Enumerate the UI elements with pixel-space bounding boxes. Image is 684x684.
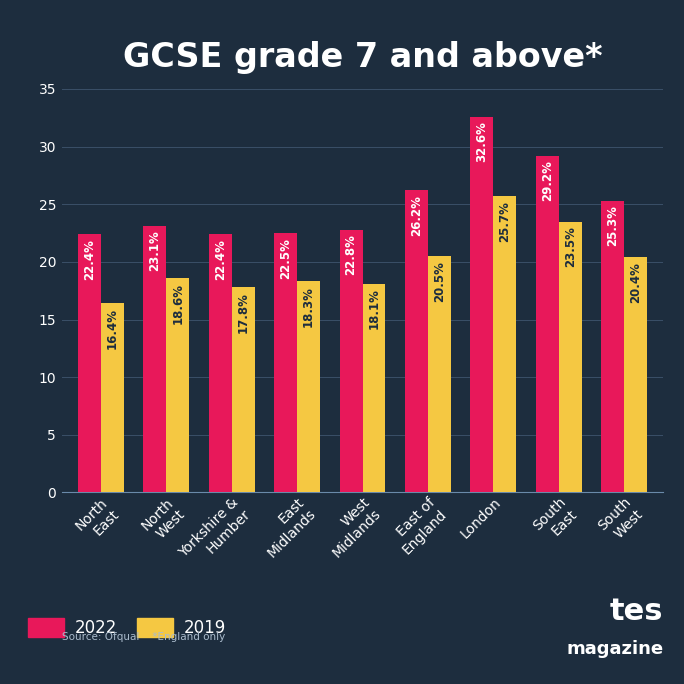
- Bar: [101, 304, 124, 492]
- Text: Source: Ofqual    *England only: Source: Ofqual *England only: [62, 631, 225, 642]
- Text: 23.1%: 23.1%: [148, 231, 161, 272]
- Text: magazine: magazine: [566, 640, 663, 658]
- Text: 20.5%: 20.5%: [433, 261, 446, 302]
- Bar: [559, 222, 581, 492]
- Text: 22.4%: 22.4%: [213, 239, 226, 280]
- Bar: [144, 226, 166, 492]
- Bar: [232, 287, 254, 492]
- Text: 26.2%: 26.2%: [410, 195, 423, 236]
- Bar: [493, 196, 516, 492]
- Text: 22.5%: 22.5%: [279, 237, 292, 278]
- Text: 29.2%: 29.2%: [541, 161, 554, 201]
- Legend: 2022, 2019: 2022, 2019: [28, 618, 226, 637]
- Bar: [363, 284, 385, 492]
- Text: 20.4%: 20.4%: [629, 262, 642, 303]
- Bar: [624, 257, 647, 492]
- Bar: [536, 156, 559, 492]
- Bar: [209, 234, 232, 492]
- Bar: [428, 256, 451, 492]
- Bar: [166, 278, 189, 492]
- Bar: [405, 190, 428, 492]
- Text: 25.3%: 25.3%: [606, 205, 619, 246]
- Text: 25.7%: 25.7%: [499, 201, 512, 241]
- Bar: [297, 282, 320, 492]
- Bar: [78, 234, 101, 492]
- Text: 22.8%: 22.8%: [345, 234, 358, 275]
- Title: GCSE grade 7 and above*: GCSE grade 7 and above*: [122, 40, 603, 74]
- Text: tes: tes: [610, 597, 663, 626]
- Bar: [274, 233, 297, 492]
- Text: 17.8%: 17.8%: [237, 292, 250, 332]
- Bar: [340, 230, 363, 492]
- Text: 16.4%: 16.4%: [106, 308, 119, 349]
- Bar: [471, 116, 493, 492]
- Text: 18.6%: 18.6%: [171, 282, 184, 324]
- Text: 22.4%: 22.4%: [83, 239, 96, 280]
- Text: 18.3%: 18.3%: [302, 286, 315, 327]
- Text: 32.6%: 32.6%: [475, 121, 488, 162]
- Bar: [601, 201, 624, 492]
- Text: 23.5%: 23.5%: [564, 226, 577, 267]
- Text: 18.1%: 18.1%: [367, 289, 380, 329]
